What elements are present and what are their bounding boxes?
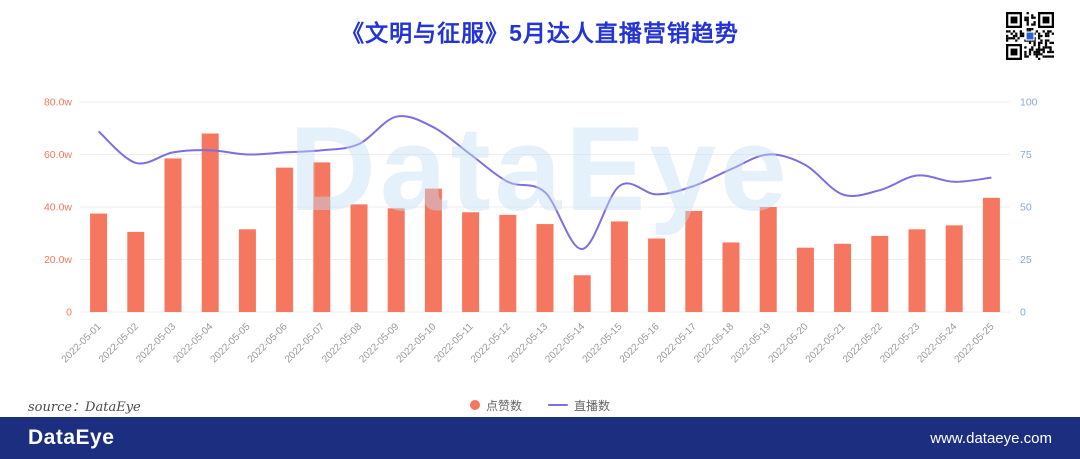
bar [908, 229, 926, 312]
left-axis-tick: 80.0w [44, 97, 72, 109]
bar [387, 208, 405, 312]
footer-logo: DataEye [28, 426, 115, 449]
bar [424, 188, 442, 312]
bar [610, 221, 628, 312]
bar [834, 243, 852, 312]
bar [648, 238, 666, 312]
bar [462, 212, 480, 312]
right-axis-tick: 75 [1020, 149, 1032, 161]
page-title: 《文明与征服》5月达人直播营销趋势 [341, 20, 739, 46]
bar-series-swatch-icon [469, 400, 480, 410]
x-axis-label: 2022-05-25 [953, 321, 997, 365]
legend-label-likes: 点赞数 [485, 398, 522, 413]
bar [982, 197, 1000, 312]
source-note: source：DataEye [28, 400, 141, 415]
bar [164, 158, 182, 312]
bar [276, 167, 294, 312]
legend-item-livestreams[interactable]: 直播数 [548, 397, 610, 414]
line-series [97, 115, 992, 250]
right-axis-tick: 25 [1020, 254, 1032, 266]
footer-bar: DataEye www.dataeye.com [0, 417, 1080, 459]
chart-legend: 点赞数 直播数 [0, 396, 1080, 414]
bar [350, 204, 368, 312]
right-axis-tick: 0 [1020, 307, 1026, 319]
bar [499, 214, 517, 312]
left-axis-tick: 0 [66, 307, 72, 319]
line-series-swatch-icon [548, 403, 568, 407]
left-axis-tick: 20.0w [44, 254, 72, 266]
bar [685, 210, 703, 312]
legend-label-livestreams: 直播数 [574, 398, 611, 413]
right-axis-tick: 50 [1020, 202, 1032, 214]
bar [313, 162, 331, 312]
right-axis-tick: 100 [1020, 97, 1038, 109]
legend-item-likes[interactable]: 点赞数 [469, 397, 522, 414]
bar [759, 207, 777, 312]
trend-chart-area[interactable]: 0 0 20.0w 25 40.0w 50 60.0w 75 80.0w 100 2022-05-0… [18, 72, 1062, 394]
bar [90, 213, 108, 312]
footer-url[interactable]: www.dataeye.com [930, 429, 1052, 447]
qr-code [1006, 12, 1054, 60]
bar [722, 242, 740, 312]
bar [945, 225, 963, 312]
bar [536, 224, 554, 312]
x-axis-label: 2022-05-10 [395, 321, 439, 365]
bar [573, 275, 591, 312]
bar [201, 133, 219, 312]
bar [796, 247, 814, 312]
bar [238, 229, 256, 312]
qr-code-image [1006, 12, 1054, 60]
left-axis-tick: 40.0w [44, 202, 72, 214]
bar [871, 235, 889, 312]
left-axis-tick: 60.0w [44, 149, 72, 161]
bar [127, 231, 145, 312]
